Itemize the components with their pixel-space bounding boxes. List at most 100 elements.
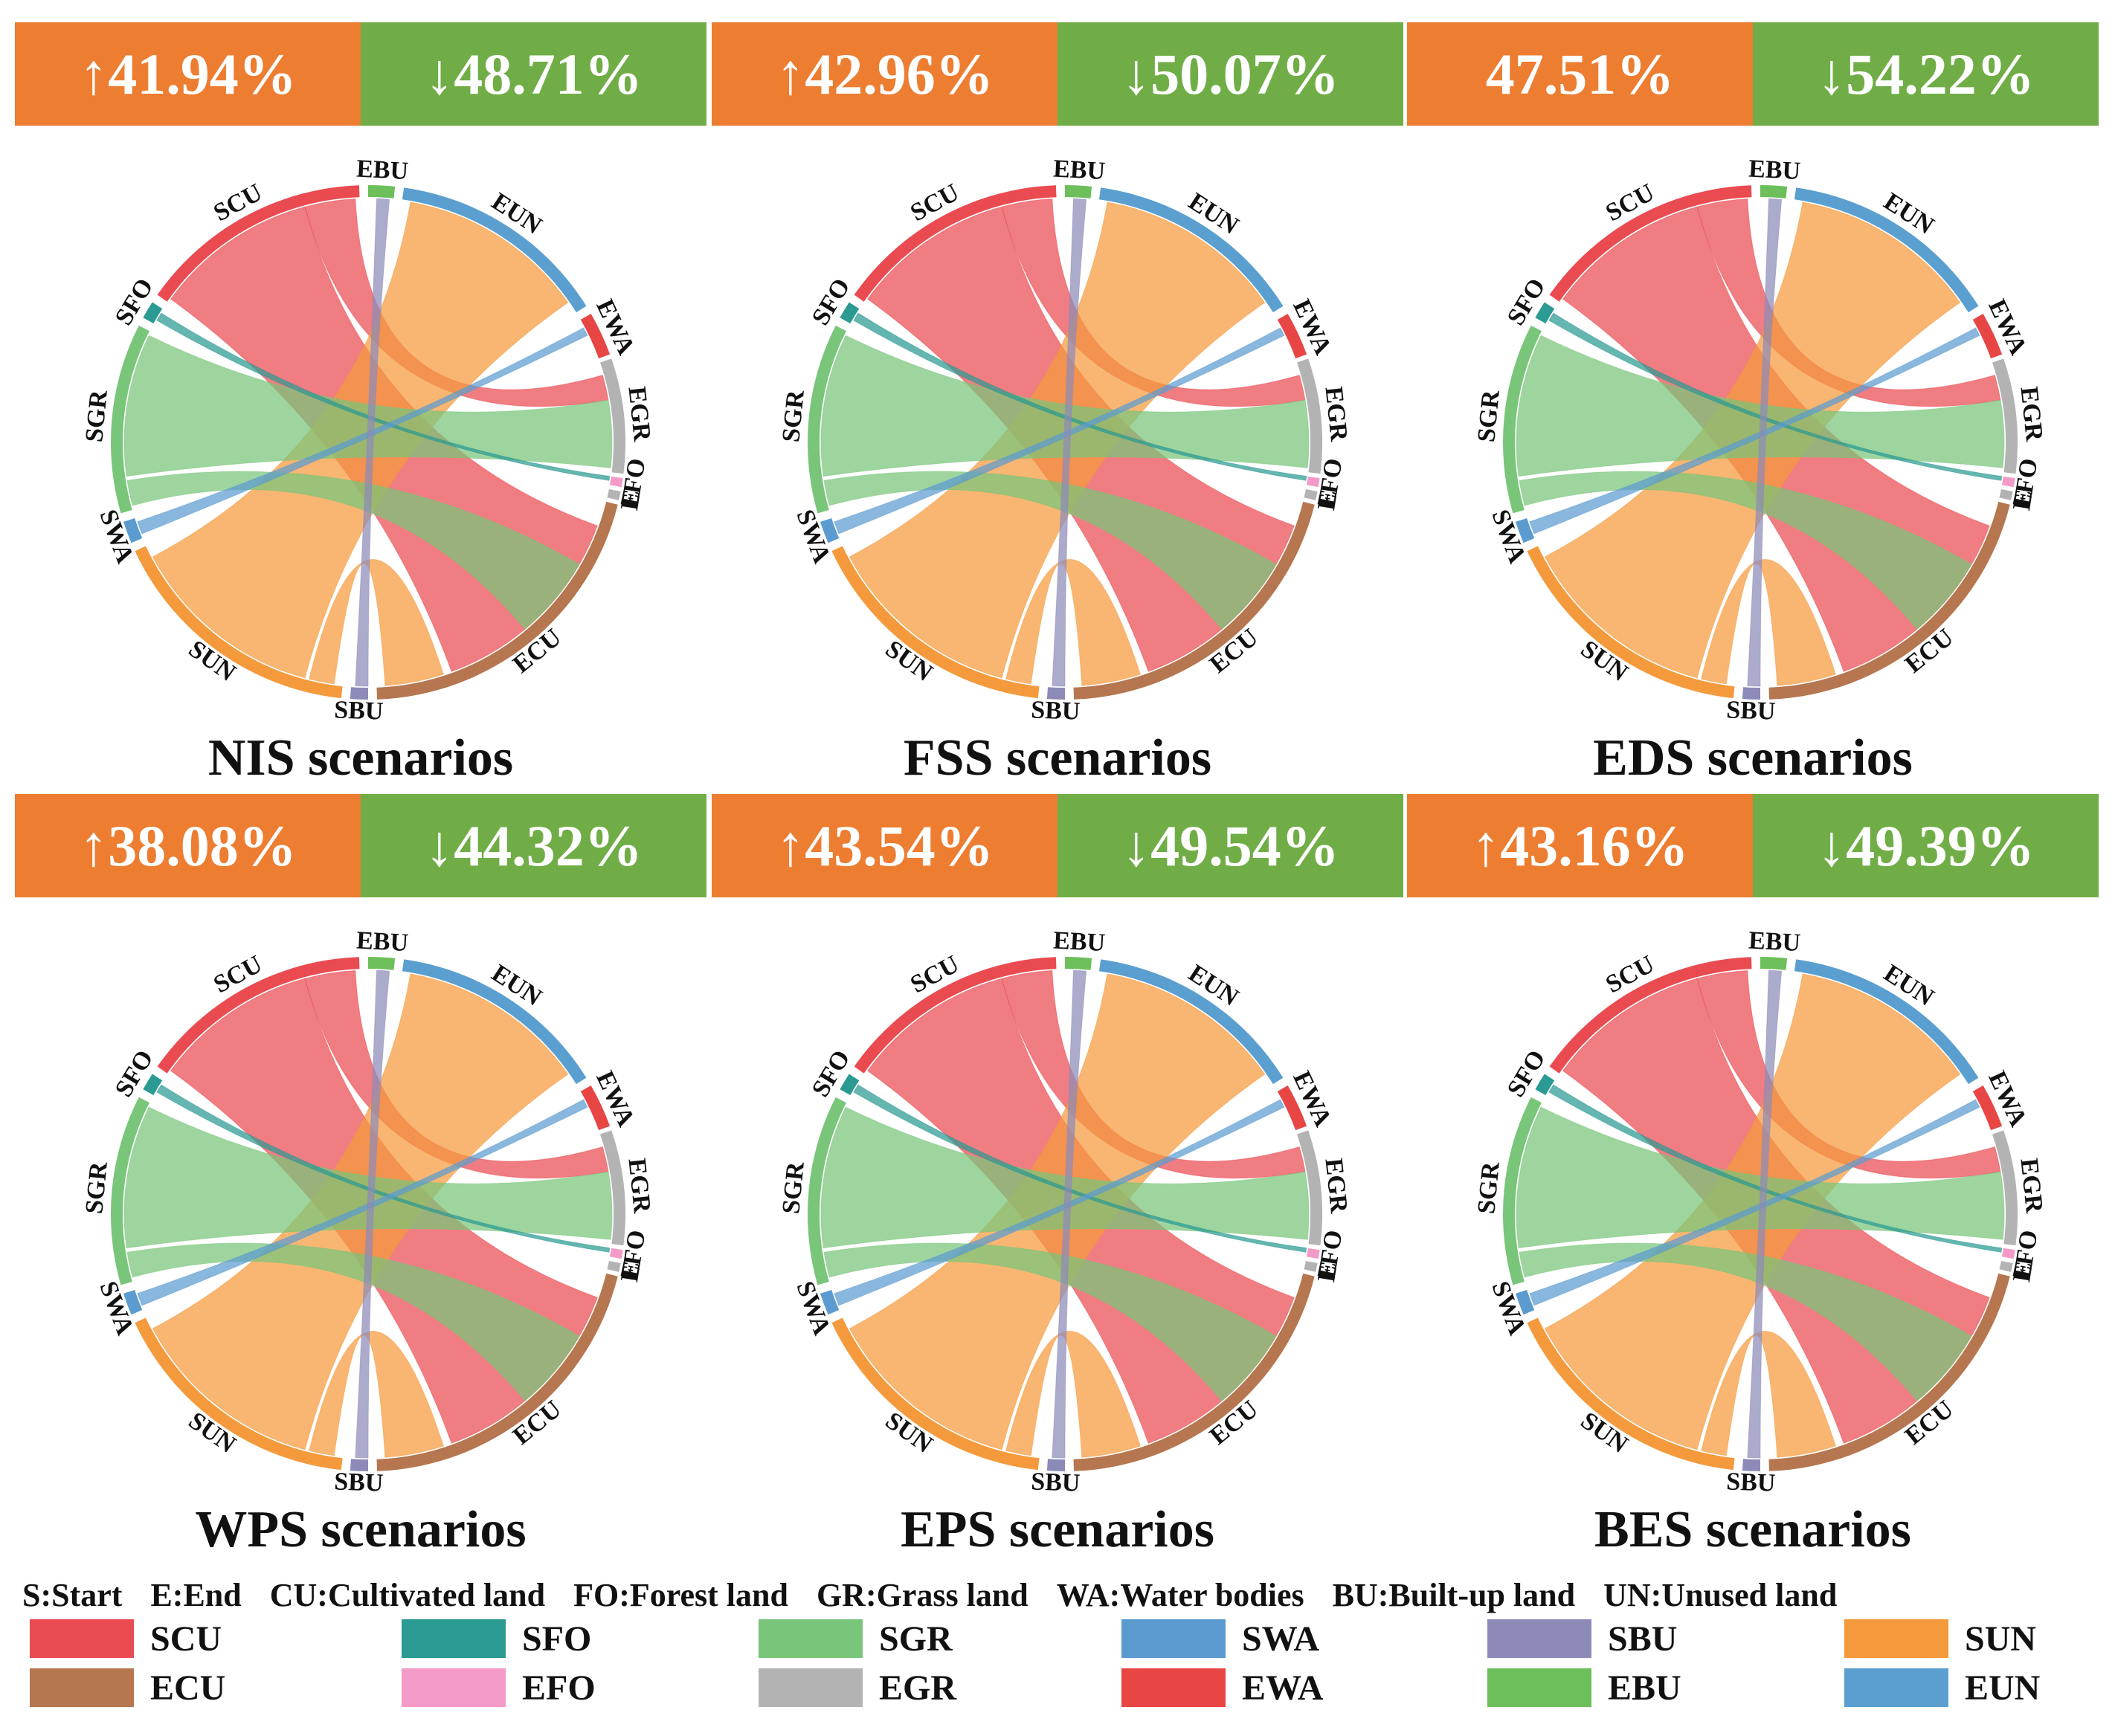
- increase-bar: ↑41.94%: [15, 22, 361, 126]
- arc-label-sbu: SBU: [1031, 696, 1081, 725]
- arc-label-ebu: EBU: [1052, 156, 1106, 185]
- flow-ribbon-sgr-ecu: [126, 471, 580, 630]
- flow-ribbon-sun-ecu: [309, 1331, 444, 1458]
- arc-egr: [600, 1130, 625, 1246]
- decrease-bar: ↓44.32%: [361, 794, 706, 897]
- flow-ribbon-swa-ewa: [834, 1099, 1285, 1306]
- arc-sgr: [110, 325, 149, 514]
- legend-label: EWA: [1242, 1668, 1324, 1708]
- scenario-title: BES scenarios: [1594, 1501, 1911, 1558]
- arc-sbu: [1046, 687, 1065, 700]
- legend-label: SCU: [150, 1619, 222, 1659]
- arc-label-egr: EGR: [1319, 1157, 1351, 1215]
- arc-ewa: [580, 1085, 611, 1131]
- arc-swa: [123, 517, 143, 543]
- flow-ribbon-swa-ewa: [1529, 327, 1980, 535]
- legend-item: EFO: [402, 1666, 596, 1709]
- arc-label-egr: EGR: [2015, 385, 2047, 443]
- arc-label-sgr: SGR: [779, 389, 810, 444]
- scenario-title: NIS scenarios: [207, 729, 514, 787]
- legend-item: EUN: [1844, 1666, 2040, 1709]
- arc-ebu: [1065, 957, 1092, 970]
- arc-label-ebu: EBU: [1052, 928, 1106, 957]
- change-bars: ↑43.16% ↓49.39%: [1407, 794, 2099, 897]
- legend-swatch: [759, 1619, 863, 1658]
- definition: UN:Unused land: [1603, 1577, 1838, 1613]
- scenario-title: EPS scenarios: [901, 1501, 1214, 1558]
- legend-label: SWA: [1242, 1619, 1320, 1659]
- flow-ribbon-sun-ecu: [309, 559, 444, 686]
- flow-ribbon-sgr-egr: [820, 335, 1310, 477]
- arc-e: [1304, 1260, 1318, 1272]
- arc-efo: [2001, 1248, 2015, 1259]
- flow-ribbon-sgr-ecu: [1519, 471, 1972, 630]
- legend-definitions: S:Start E:End CU:Cultivated land FO:Fore…: [22, 1576, 2105, 1614]
- legend-swatch: [1487, 1668, 1591, 1707]
- decrease-bar: ↓54.22%: [1753, 22, 2099, 126]
- flow-ribbon-sfo-efo: [156, 1084, 611, 1253]
- flow-ribbon-sgr-ecu: [823, 471, 1277, 630]
- arc-eun: [402, 187, 587, 313]
- flow-ribbon-sfo-efo: [1548, 312, 2003, 481]
- arc-egr: [600, 358, 625, 474]
- arc-scu: [157, 957, 360, 1074]
- arc-egr: [1992, 358, 2018, 474]
- flow-ribbon-sbu-ebu: [355, 198, 390, 687]
- legend-label: SBU: [1608, 1619, 1678, 1659]
- arc-efo: [1306, 1248, 1320, 1259]
- arc-scu: [854, 185, 1057, 302]
- arc-e: [1304, 488, 1318, 500]
- arc-label-egr: EGR: [622, 1157, 654, 1215]
- increase-bar: 47.51%: [1407, 22, 1753, 126]
- arc-swa: [1515, 1289, 1535, 1315]
- arc-label-sbu: SBU: [334, 696, 384, 725]
- legend-item: SGR: [759, 1617, 953, 1660]
- flow-ribbon-swa-ewa: [834, 327, 1285, 535]
- arc-egr: [1297, 358, 1322, 474]
- arc-ewa: [1972, 1085, 2003, 1131]
- arc-sbu: [350, 1459, 368, 1471]
- arc-efo: [609, 1248, 623, 1259]
- arc-sgr: [1503, 325, 1542, 514]
- legend-item: EGR: [759, 1666, 956, 1709]
- arc-swa: [123, 1289, 143, 1315]
- arc-label-ebu: EBU: [355, 928, 409, 957]
- flow-ribbon-sfo-efo: [853, 1084, 1307, 1253]
- arc-e: [607, 488, 621, 500]
- arc-sgr: [808, 1097, 846, 1285]
- arc-label-ebu: EBU: [355, 156, 409, 185]
- arc-scu: [854, 957, 1057, 1074]
- arc-sbu: [1742, 687, 1760, 700]
- arc-e: [1999, 1260, 2013, 1272]
- arc-eun: [1098, 959, 1284, 1085]
- change-bars: ↑42.96% ↓50.07%: [712, 22, 1403, 126]
- arc-sbu: [1742, 1459, 1760, 1471]
- flow-ribbon-swa-ewa: [137, 1099, 588, 1306]
- arc-ecu: [376, 1273, 618, 1471]
- arc-ebu: [368, 185, 396, 199]
- arc-e: [607, 1260, 621, 1272]
- arc-efo: [1306, 476, 1320, 488]
- legend-swatch: [1844, 1619, 1948, 1658]
- arc-ecu: [1073, 501, 1315, 700]
- legend-item: SBU: [1487, 1617, 1677, 1660]
- flow-ribbon-sbu-ebu: [1747, 198, 1783, 687]
- arc-scu: [1549, 957, 1752, 1074]
- change-bars: 47.51% ↓54.22%: [1407, 22, 2099, 126]
- arc-ebu: [1760, 185, 1788, 199]
- definition: S:Start: [22, 1577, 123, 1613]
- flow-ribbon-sun-ecu: [1701, 1331, 1836, 1458]
- arc-sfo: [840, 302, 860, 324]
- change-bars: ↑41.94% ↓48.71%: [15, 22, 706, 126]
- arc-label-sgr: SGR: [82, 389, 113, 444]
- flow-ribbon-sfo-efo: [1548, 1084, 2003, 1253]
- arc-label-egr: EGR: [622, 385, 654, 443]
- legend-item: SWA: [1121, 1617, 1319, 1660]
- legend-item: ECU: [30, 1666, 225, 1709]
- arc-sfo: [143, 302, 163, 324]
- definition: E:End: [150, 1577, 242, 1613]
- legend-item: SFO: [402, 1617, 591, 1660]
